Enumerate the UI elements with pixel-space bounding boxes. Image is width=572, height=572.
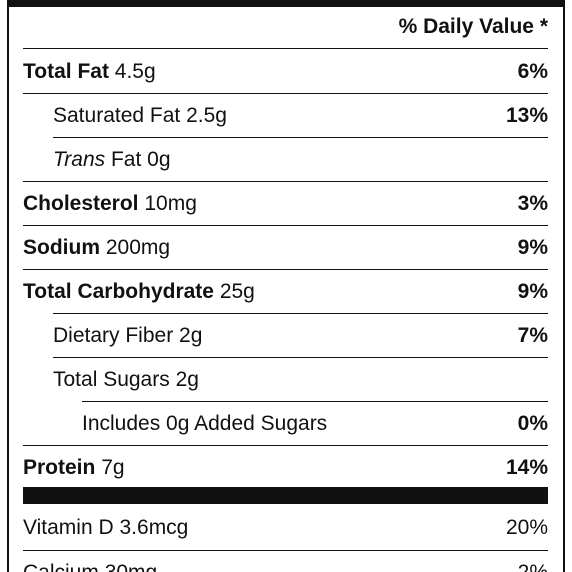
daily-value-percent: 6% (517, 60, 548, 83)
label-border-left (7, 0, 9, 572)
divider (82, 401, 548, 402)
top-thick-bar (9, 0, 563, 7)
nutrient-label: Total Sugars 2g (53, 368, 199, 391)
nutrient-label: Dietary Fiber 2g (53, 324, 203, 347)
divider (23, 225, 548, 226)
row-protein: Protein 7g 14% (23, 446, 548, 490)
daily-value-header-text: % Daily Value * (398, 15, 548, 38)
nutrient-label: Total Fat 4.5g (23, 60, 156, 83)
row-vitamin-d: Vitamin D 3.6mcg 20% (23, 506, 548, 550)
daily-value-percent: 9% (517, 280, 548, 303)
nutrient-label: Cholesterol 10mg (23, 192, 197, 215)
daily-value-percent: 9% (517, 236, 548, 259)
daily-value-percent: 0% (517, 412, 548, 435)
divider (23, 269, 548, 270)
row-total-carbohydrate: Total Carbohydrate 25g 9% (23, 270, 548, 314)
row-dietary-fiber: Dietary Fiber 2g 7% (23, 314, 548, 358)
nutrient-label: Trans Fat 0g (53, 148, 171, 171)
daily-value-percent: 13% (505, 104, 548, 127)
divider (53, 137, 548, 138)
daily-value-percent: 7% (517, 324, 548, 347)
thick-divider-bar (23, 487, 548, 504)
divider (23, 93, 548, 94)
row-sodium: Sodium 200mg 9% (23, 226, 548, 270)
row-calcium: Calcium 30mg 2% (23, 551, 548, 572)
nutrient-label: Total Carbohydrate 25g (23, 280, 255, 303)
divider (53, 313, 548, 314)
divider (23, 48, 548, 49)
divider (23, 181, 548, 182)
label-border-right (563, 0, 565, 572)
row-cholesterol: Cholesterol 10mg 3% (23, 182, 548, 226)
daily-value-header: % Daily Value * (23, 6, 548, 48)
divider (23, 550, 548, 551)
row-added-sugars: Includes 0g Added Sugars 0% (23, 402, 548, 446)
divider (23, 445, 548, 446)
daily-value-percent: 14% (505, 456, 548, 479)
row-total-sugars: Total Sugars 2g (23, 358, 548, 402)
divider (53, 357, 548, 358)
daily-value-percent: 2% (518, 561, 548, 572)
daily-value-percent: 20% (505, 516, 548, 539)
nutrient-label: Sodium 200mg (23, 236, 171, 259)
nutrient-label: Saturated Fat 2.5g (53, 104, 227, 127)
row-trans-fat: Trans Fat 0g (23, 138, 548, 182)
nutrient-label: Vitamin D 3.6mcg (23, 516, 189, 539)
nutrient-label: Includes 0g Added Sugars (82, 412, 328, 435)
nutrient-label: Calcium 30mg (23, 561, 157, 572)
row-saturated-fat: Saturated Fat 2.5g 13% (23, 94, 548, 138)
daily-value-percent: 3% (517, 192, 548, 215)
nutrient-label: Protein 7g (23, 456, 125, 479)
row-total-fat: Total Fat 4.5g 6% (23, 50, 548, 94)
